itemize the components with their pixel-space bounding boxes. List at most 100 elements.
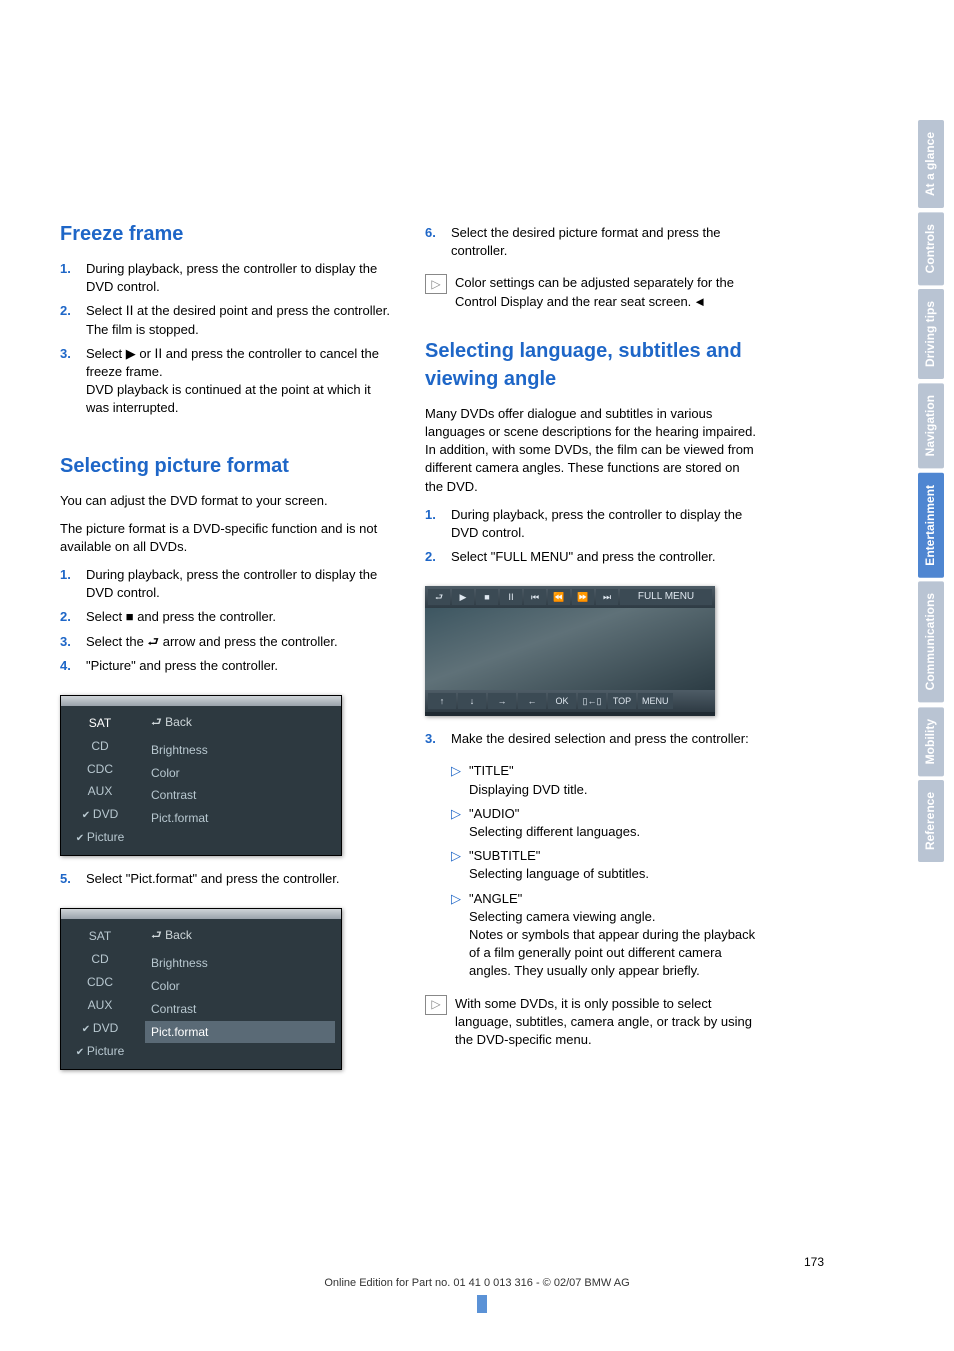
dvd-btn: ⏪ xyxy=(548,589,570,605)
screenshot-menu-1: SAT CD CDC AUX DVD Picture Back Brightne… xyxy=(60,695,342,856)
menu-row: Brightness xyxy=(145,739,335,762)
tab-controls[interactable]: Controls xyxy=(918,212,944,285)
menu-row: Pict.format xyxy=(145,1021,335,1044)
dvd-btn: ↑ xyxy=(428,693,456,709)
bullet: "SUBTITLE" Selecting language of subtitl… xyxy=(451,847,760,883)
tab-navigation[interactable]: Navigation xyxy=(918,383,944,468)
step: During playback, press the controller to… xyxy=(425,506,760,542)
dvd-btn: ⮐ xyxy=(428,589,450,605)
side-tabs: At a glance Controls Driving tips Naviga… xyxy=(918,120,944,862)
side-item: AUX xyxy=(65,994,135,1017)
menu-row: Contrast xyxy=(145,784,335,807)
bullet-desc: Selecting camera viewing angle. Notes or… xyxy=(469,909,755,979)
info-icon: ▷ xyxy=(425,995,447,1015)
right-column: Select the desired picture format and pr… xyxy=(425,120,760,1291)
heading-picture-format: Selecting picture format xyxy=(60,452,395,480)
screenshot-menu-2: SAT CD CDC AUX DVD Picture Back Brightne… xyxy=(60,908,342,1069)
bullet-desc: Displaying DVD title. xyxy=(469,782,588,797)
tab-driving-tips[interactable]: Driving tips xyxy=(918,289,944,379)
info-icon: ▷ xyxy=(425,274,447,294)
bullet-title: "ANGLE" xyxy=(469,891,522,906)
menu-row: Color xyxy=(145,975,335,998)
step: "Picture" and press the controller. xyxy=(60,657,395,675)
bullet-title: "TITLE" xyxy=(469,763,514,778)
menu-row: Brightness xyxy=(145,952,335,975)
bullet: "ANGLE" Selecting camera viewing angle. … xyxy=(451,890,760,981)
dvd-btn: ▶ xyxy=(452,589,474,605)
paragraph: Many DVDs offer dialogue and subtitles i… xyxy=(425,405,760,496)
bullet-desc: Selecting language of subtitles. xyxy=(469,866,649,881)
dvd-btn: ↓ xyxy=(458,693,486,709)
step: Select ■ and press the controller. xyxy=(60,608,395,626)
dvd-fullmenu-label: FULL MENU xyxy=(620,589,712,605)
dvd-btn: ⏮ xyxy=(524,589,546,605)
step: Select the desired picture format and pr… xyxy=(425,224,760,260)
step: Select "FULL MENU" and press the control… xyxy=(425,548,760,566)
side-item: AUX xyxy=(65,780,135,803)
bullet-title: "AUDIO" xyxy=(469,806,519,821)
bullet: "TITLE" Displaying DVD title. xyxy=(451,762,760,798)
info-text: With some DVDs, it is only possible to s… xyxy=(455,995,760,1050)
step: During playback, press the controller to… xyxy=(60,566,395,602)
bullet-title: "SUBTITLE" xyxy=(469,848,540,863)
side-item: Picture xyxy=(65,826,135,849)
step: Make the desired selection and press the… xyxy=(425,730,760,748)
dvd-btn: TOP xyxy=(608,693,636,709)
dvd-btn: OK xyxy=(548,693,576,709)
tab-mobility[interactable]: Mobility xyxy=(918,707,944,776)
language-steps: During playback, press the controller to… xyxy=(425,506,760,573)
bullet: "AUDIO" Selecting different languages. xyxy=(451,805,760,841)
step: Select "Pict.format" and press the contr… xyxy=(60,870,395,888)
picture-format-steps-right: Select the desired picture format and pr… xyxy=(425,224,760,266)
selection-bullets: "TITLE" Displaying DVD title. "AUDIO" Se… xyxy=(425,762,760,986)
step: Select ⅠⅠ at the desired point and press… xyxy=(60,302,395,338)
side-item: CDC xyxy=(65,758,135,781)
dvd-btn: ⏭ xyxy=(596,589,618,605)
dvd-btn: ■ xyxy=(476,589,498,605)
dvd-btn: ⅠⅠ xyxy=(500,589,522,605)
dvd-btn: ⏩ xyxy=(572,589,594,605)
page-number: 173 xyxy=(804,1254,824,1271)
footer-text: Online Edition for Part no. 01 41 0 013 … xyxy=(0,1276,954,1291)
back-item: Back xyxy=(145,923,335,948)
content-columns: Freeze frame During playback, press the … xyxy=(60,120,760,1291)
side-item: CDC xyxy=(65,971,135,994)
paragraph: The picture format is a DVD-specific fun… xyxy=(60,520,395,556)
tab-reference[interactable]: Reference xyxy=(918,780,944,862)
language-steps-cont: Make the desired selection and press the… xyxy=(425,730,760,754)
side-item: CD xyxy=(65,735,135,758)
heading-freeze-frame: Freeze frame xyxy=(60,220,395,248)
side-item: CD xyxy=(65,948,135,971)
dvd-btn: MENU xyxy=(638,693,673,709)
side-item: Picture xyxy=(65,1040,135,1063)
side-item: SAT xyxy=(65,925,135,948)
dvd-btn: → xyxy=(488,693,516,709)
menu-row: Pict.format xyxy=(145,807,335,830)
menu-row: Contrast xyxy=(145,998,335,1021)
picture-format-steps-cont: Select "Pict.format" and press the contr… xyxy=(60,870,395,894)
side-item: DVD xyxy=(65,1017,135,1040)
info-note-1: ▷ Color settings can be adjusted separat… xyxy=(425,274,760,310)
step: Select ▶ or ⅠⅠ and press the controller … xyxy=(60,345,395,418)
bullet-desc: Selecting different languages. xyxy=(469,824,640,839)
step: During playback, press the controller to… xyxy=(60,260,395,296)
page-marker-icon xyxy=(477,1295,487,1313)
menu-row: Color xyxy=(145,762,335,785)
left-column: Freeze frame During playback, press the … xyxy=(60,120,395,1291)
paragraph: You can adjust the DVD format to your sc… xyxy=(60,492,395,510)
tab-at-a-glance[interactable]: At a glance xyxy=(918,120,944,208)
tab-communications[interactable]: Communications xyxy=(918,581,944,702)
page: Freeze frame During playback, press the … xyxy=(0,0,954,1351)
back-item: Back xyxy=(145,710,335,735)
dvd-btn: ▯←▯ xyxy=(578,693,606,709)
info-text: Color settings can be adjusted separatel… xyxy=(455,274,760,310)
side-item: DVD xyxy=(65,803,135,826)
step: Select the ⮐ arrow and press the control… xyxy=(60,633,395,651)
tab-entertainment[interactable]: Entertainment xyxy=(918,473,944,578)
info-note-2: ▷ With some DVDs, it is only possible to… xyxy=(425,995,760,1050)
side-item: SAT xyxy=(65,712,135,735)
dvd-btn: ← xyxy=(518,693,546,709)
screenshot-dvd-fullmenu: ⮐ ▶ ■ ⅠⅠ ⏮ ⏪ ⏩ ⏭ FULL MENU ↑ ↓ → ← OK xyxy=(425,586,715,716)
picture-format-steps: During playback, press the controller to… xyxy=(60,566,395,681)
heading-language: Selecting language, subtitles and viewin… xyxy=(425,337,760,393)
